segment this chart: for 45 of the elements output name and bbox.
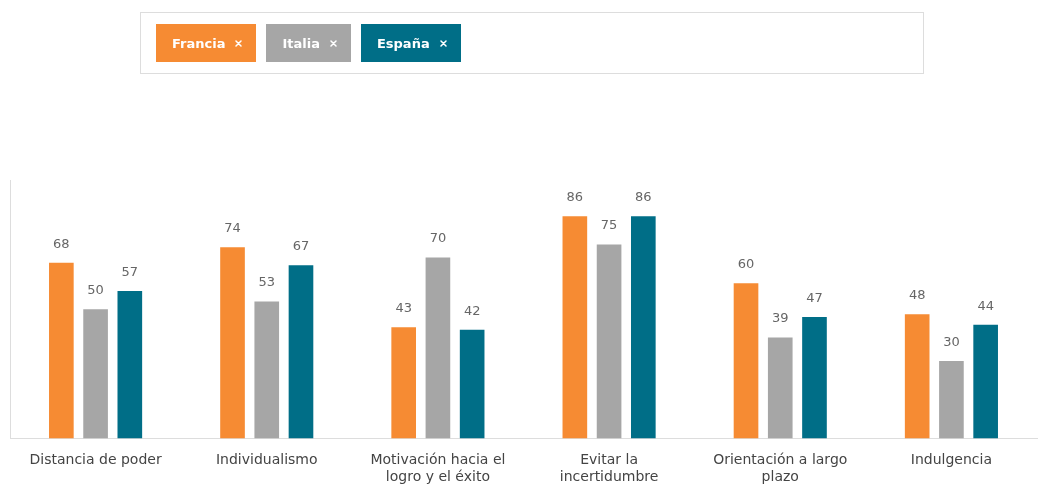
data-label: 86 (566, 189, 584, 205)
bar (49, 262, 74, 439)
data-label: 48 (908, 287, 926, 303)
x-tick-label: Individualismo (215, 451, 318, 468)
data-label: 43 (395, 300, 412, 316)
data-label: 70 (429, 230, 447, 246)
data-label: 44 (977, 297, 994, 313)
x-tick-label: Indulgencia (910, 451, 993, 468)
data-label: 47 (806, 289, 823, 305)
bar (973, 324, 998, 439)
data-label: 75 (600, 217, 618, 233)
bar (904, 314, 930, 439)
data-label: 86 (635, 189, 652, 205)
bar (254, 301, 280, 439)
data-label: 53 (258, 274, 276, 290)
text: Francia (172, 35, 226, 51)
bar (83, 309, 108, 439)
bar (117, 291, 143, 439)
x-tick-label: Motivación hacia el logro y el éxito (370, 451, 506, 485)
text: Italia (282, 35, 320, 51)
bar (562, 216, 588, 439)
bar (425, 257, 451, 439)
bar (939, 360, 964, 439)
data-label: 67 (292, 238, 310, 254)
x-tick-label: Orientación a largo plazo (713, 451, 848, 485)
data-label: 39 (771, 310, 789, 326)
data-label: 74 (224, 220, 241, 236)
bar (288, 265, 314, 439)
text: España (376, 35, 430, 51)
data-label: 30 (943, 333, 960, 349)
bar (220, 247, 245, 439)
data-label: 57 (121, 263, 139, 279)
data-label: 42 (463, 302, 481, 318)
data-label: 68 (53, 235, 70, 251)
bar (596, 244, 622, 439)
bar (459, 329, 485, 439)
bar (630, 216, 656, 439)
data-label: 50 (87, 282, 104, 298)
bar (802, 316, 827, 439)
bar (733, 283, 759, 439)
bar (767, 337, 793, 439)
bar (391, 327, 417, 439)
x-tick-label: Distancia de poder (29, 451, 162, 468)
x-tick-label: Evitar la incertidumbre (559, 451, 659, 485)
data-label: 60 (737, 256, 755, 272)
